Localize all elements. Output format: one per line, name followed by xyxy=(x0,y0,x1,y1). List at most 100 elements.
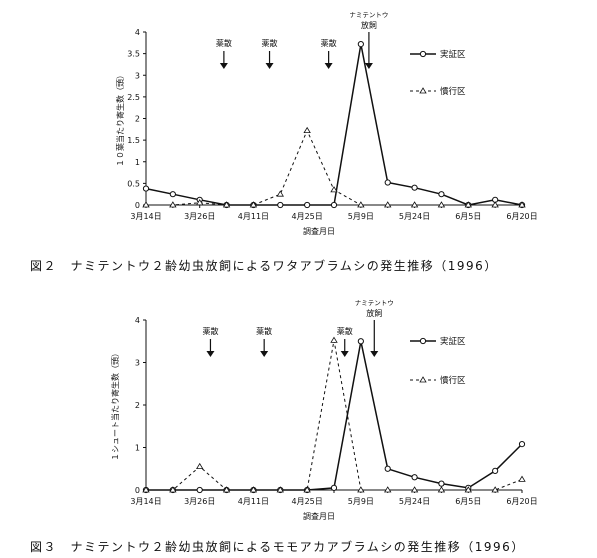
chart-1-series-1-point xyxy=(304,201,311,209)
chart-1-series-2-point xyxy=(142,201,150,208)
chart-1-series-2-point xyxy=(384,201,392,208)
chart-1-release-label-2: 放飼 xyxy=(361,20,377,30)
chart-1-arrow-head xyxy=(265,63,274,69)
chart-2-x-tick-label: 4月11日 xyxy=(238,497,269,506)
chart-2-series-2-point xyxy=(518,475,526,482)
chart-1-series-2-point xyxy=(196,199,204,206)
chart-1-series-2-point xyxy=(518,201,526,208)
chart-2-arrow-head xyxy=(340,351,349,357)
chart-1-x-tick-label: 4月25日 xyxy=(292,212,323,221)
chart-2-series-1-point xyxy=(357,338,364,345)
chart-1-spray-label: 薬散 xyxy=(321,38,337,48)
chart-1-y-tick-label: 3 xyxy=(135,71,140,80)
chart-1-spray-label: 薬散 xyxy=(216,38,232,48)
chart-1-series-2-point xyxy=(410,201,419,208)
chart-2-series-2-point xyxy=(276,486,284,493)
chart-2-legend-marker-series-2 xyxy=(419,376,427,383)
chart-2-series-2-point xyxy=(410,486,419,493)
chart-1-legend: 実証区 慣行区 xyxy=(410,49,466,97)
chart-1-xlabel: 調査月日 xyxy=(303,226,335,236)
chart-1-legend-label-series-2: 慣行区 xyxy=(440,86,466,97)
chart-2-series-2-point xyxy=(437,486,446,493)
chart-1-series-2-point xyxy=(303,126,311,134)
chart-1-series-2-point xyxy=(249,201,258,208)
chart-1-series-2-point xyxy=(464,201,472,208)
chart-1-y-tick-label: 0 xyxy=(135,201,140,210)
chart-2-arrow-head xyxy=(260,351,269,357)
chart-1-series-1-point xyxy=(357,41,364,48)
chart-2-arrow-head xyxy=(206,351,215,357)
chart-1-series-1-point xyxy=(142,185,150,192)
chart-1-series xyxy=(142,41,526,209)
chart-1-y-tick-label: 1.5 xyxy=(127,136,140,145)
chart-1-series-2-point xyxy=(437,201,446,208)
chart-1-arrow-head xyxy=(324,63,333,69)
chart-1-release-label-1: ナミテントウ xyxy=(349,11,388,19)
chart-2-series-2-point xyxy=(491,486,499,493)
chart-1-series-1-point xyxy=(384,179,391,186)
chart-1-legend-marker-series-1 xyxy=(419,50,427,58)
chart-1-series-2-point xyxy=(330,186,338,193)
chart-2-series-1-point xyxy=(196,486,203,494)
chart-1-x-tick-label: 6月20日 xyxy=(506,212,537,221)
chart-2-series-1-point xyxy=(438,480,445,487)
chart-2-x-ticks: 3月14日 3月26日 4月11日 4月25日 5月9日 5月24日 6月5日 6月20日 xyxy=(130,490,538,506)
chart-2-series-2-point xyxy=(196,462,204,470)
chart-1-x-ticks: 3月14日 3月26日 4月11日 4月25日 5月9日 5月24日 6月5日 6月20日 xyxy=(130,205,538,221)
chart-1-series-2-point xyxy=(276,190,284,197)
chart-1-x-tick-label: 3月26日 xyxy=(184,212,215,221)
chart-1: １０葉当たり寄生数（頭） 0 0.5 1 1.5 2 2.5 3 3.5 4 3月14日 3月26… xyxy=(30,11,538,273)
chart-1-y-tick-label: 3.5 xyxy=(127,50,140,59)
chart-1-series-1-point xyxy=(330,201,338,209)
chart-1-arrow-head xyxy=(219,63,228,69)
chart-2-series xyxy=(142,336,526,494)
chart-2-x-tick-label: 3月26日 xyxy=(184,497,215,506)
chart-1-x-tick-label: 5月24日 xyxy=(399,212,430,221)
chart-1-series-1-point xyxy=(411,184,418,191)
chart-2-series-1-point xyxy=(411,474,418,481)
chart-2-series-2-point xyxy=(357,486,365,493)
chart-2-series-1-point xyxy=(518,441,526,448)
chart-2-y-tick-label: 0 xyxy=(135,486,140,495)
chart-1-x-tick-label: 4月11日 xyxy=(238,212,269,221)
chart-2-y-ticks: 0 1 2 3 4 xyxy=(135,316,146,495)
chart-2-spray-label: 薬散 xyxy=(256,326,272,336)
chart-2-y-tick-label: 3 xyxy=(135,359,140,368)
chart-2-series-2-point xyxy=(169,486,177,493)
chart-2-series-2-point xyxy=(464,486,472,493)
chart-1-series-1-point xyxy=(438,191,445,198)
chart-2-release-label-2: 放飼 xyxy=(366,308,382,318)
chart-1-series-2-line xyxy=(146,129,522,206)
chart-2-series-1-point xyxy=(492,467,499,474)
chart-1-ylabel: １０葉当たり寄生数（頭） xyxy=(115,71,125,167)
chart-2-legend-label-series-2: 慣行区 xyxy=(440,375,466,386)
chart-2-series-1-point xyxy=(384,465,391,472)
chart-1-y-tick-label: 2.5 xyxy=(127,93,140,102)
chart-2-series-1-point xyxy=(330,484,338,491)
chart-2-series-2-point xyxy=(330,336,338,343)
chart-2-legend: 実証区 慣行区 xyxy=(410,336,466,386)
chart-2-spray-label: 薬散 xyxy=(337,326,353,336)
chart-1-arrow-head xyxy=(364,63,373,69)
chart-2-series-2-point xyxy=(222,486,231,493)
chart-1-y-tick-label: 2 xyxy=(135,115,140,124)
chart-2-ylabel: １シュート当たり寄生数（頭） xyxy=(110,349,120,461)
chart-1-series-1-point xyxy=(169,191,176,198)
chart-2-y-tick-label: 2 xyxy=(135,401,140,410)
chart-1-y-tick-label: 4 xyxy=(135,28,140,37)
chart-2-x-tick-label: 5月9日 xyxy=(348,497,374,506)
chart-1-caption: 図２ ナミテントウ２齢幼虫放飼によるワタアブラムシの発生推移（1996） xyxy=(30,258,498,273)
chart-2-y-tick-label: 4 xyxy=(135,316,140,325)
chart-2-x-tick-label: 6月20日 xyxy=(506,497,537,506)
chart-1-x-tick-label: 6月5日 xyxy=(455,212,481,221)
chart-1-series-2-point xyxy=(491,201,499,208)
chart-1-y-ticks: 0 0.5 1 1.5 2 2.5 3 3.5 4 xyxy=(127,28,146,210)
chart-2-x-tick-label: 3月14日 xyxy=(130,497,161,506)
chart-1-x-tick-label: 3月14日 xyxy=(130,212,161,221)
chart-2-legend-label-series-1: 実証区 xyxy=(440,336,466,347)
chart-2-spray-label: 薬散 xyxy=(202,326,218,336)
chart-1-legend-marker-series-2 xyxy=(419,87,427,94)
